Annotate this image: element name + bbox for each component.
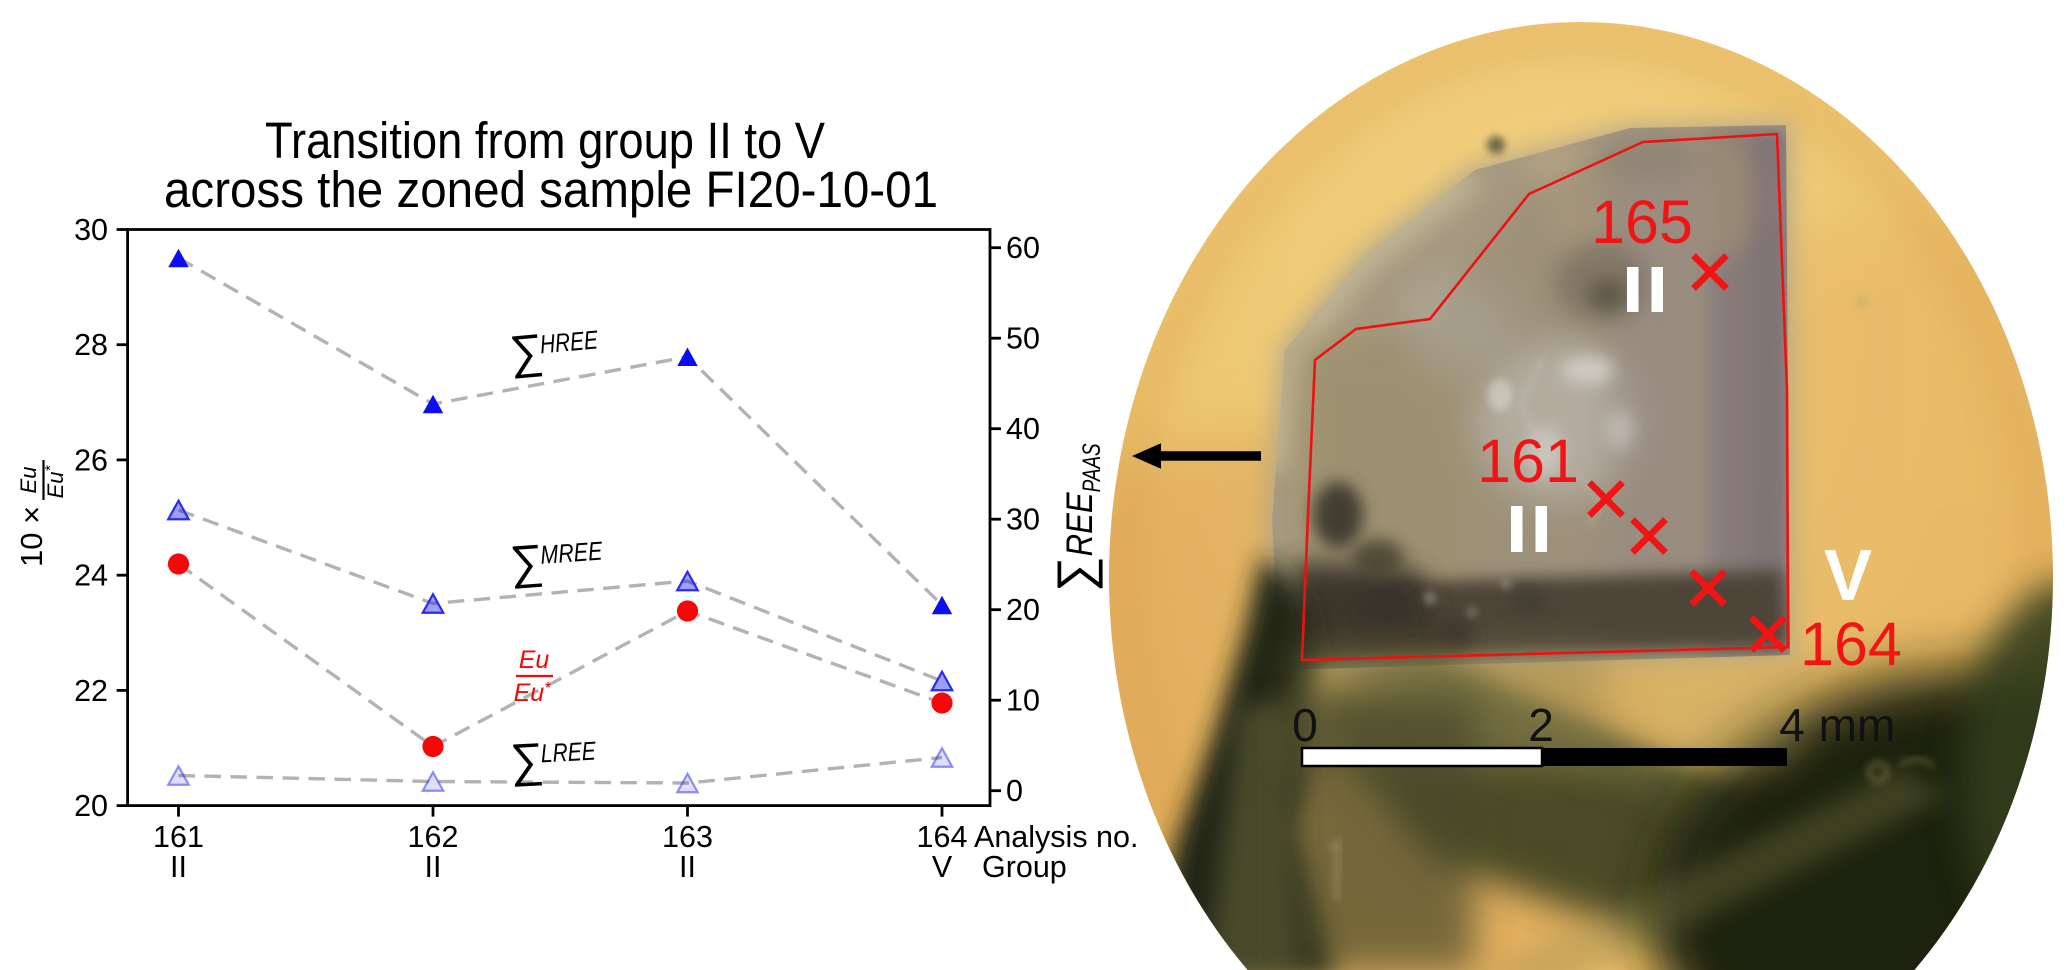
svg-text:Eu*: Eu* [42,464,68,498]
svg-text:164: 164 [1800,610,1902,678]
svg-text:10: 10 [1006,684,1040,718]
svg-text:50: 50 [1006,322,1040,356]
svg-text:MREE: MREE [539,536,603,570]
svg-text:Eu: Eu [16,467,41,494]
svg-text:across the zoned sample FI20-1: across the zoned sample FI20-10-01 [164,161,938,218]
svg-text:HREE: HREE [539,324,600,359]
svg-text:2: 2 [1528,699,1554,751]
svg-text:0: 0 [1292,699,1318,751]
svg-text:V: V [1824,536,1872,616]
svg-text:Transition from group II to V: Transition from group II to V [265,112,825,169]
svg-text:24: 24 [74,559,108,593]
svg-text:161: 161 [1477,427,1579,495]
svg-text:26: 26 [74,443,108,477]
svg-text:20: 20 [74,789,108,823]
svg-text:22: 22 [74,674,108,708]
svg-text:4: 4 [1779,699,1805,751]
svg-text:II: II [425,850,442,884]
svg-text:∑REEPAAS: ∑REEPAAS [1047,443,1106,592]
svg-text:Analysis no.: Analysis no. [974,820,1138,854]
svg-text:V: V [932,850,953,884]
svg-text:162: 162 [408,820,459,854]
svg-text:∑: ∑ [509,732,545,787]
svg-text:Eu: Eu [519,646,550,674]
svg-text:163: 163 [662,820,713,854]
svg-text:10 ×: 10 × [14,506,49,567]
svg-text:mm: mm [1819,699,1896,751]
svg-text:20: 20 [1006,593,1040,627]
svg-text:60: 60 [1006,231,1040,265]
svg-text:0: 0 [1006,774,1023,808]
svg-text:30: 30 [1006,503,1040,537]
svg-text:Group: Group [982,850,1067,884]
svg-text:∑: ∑ [507,323,545,379]
svg-text:Eu*: Eu* [514,679,552,707]
svg-text:164: 164 [917,820,968,854]
svg-text:II: II [679,850,696,884]
svg-text:28: 28 [74,328,108,362]
svg-text:30: 30 [74,213,108,247]
svg-text:LREE: LREE [540,736,597,769]
svg-text:165: 165 [1591,188,1693,256]
svg-text:II: II [170,850,187,884]
svg-text:40: 40 [1006,412,1040,446]
svg-text:161: 161 [153,820,204,854]
svg-text:∑: ∑ [508,534,545,589]
